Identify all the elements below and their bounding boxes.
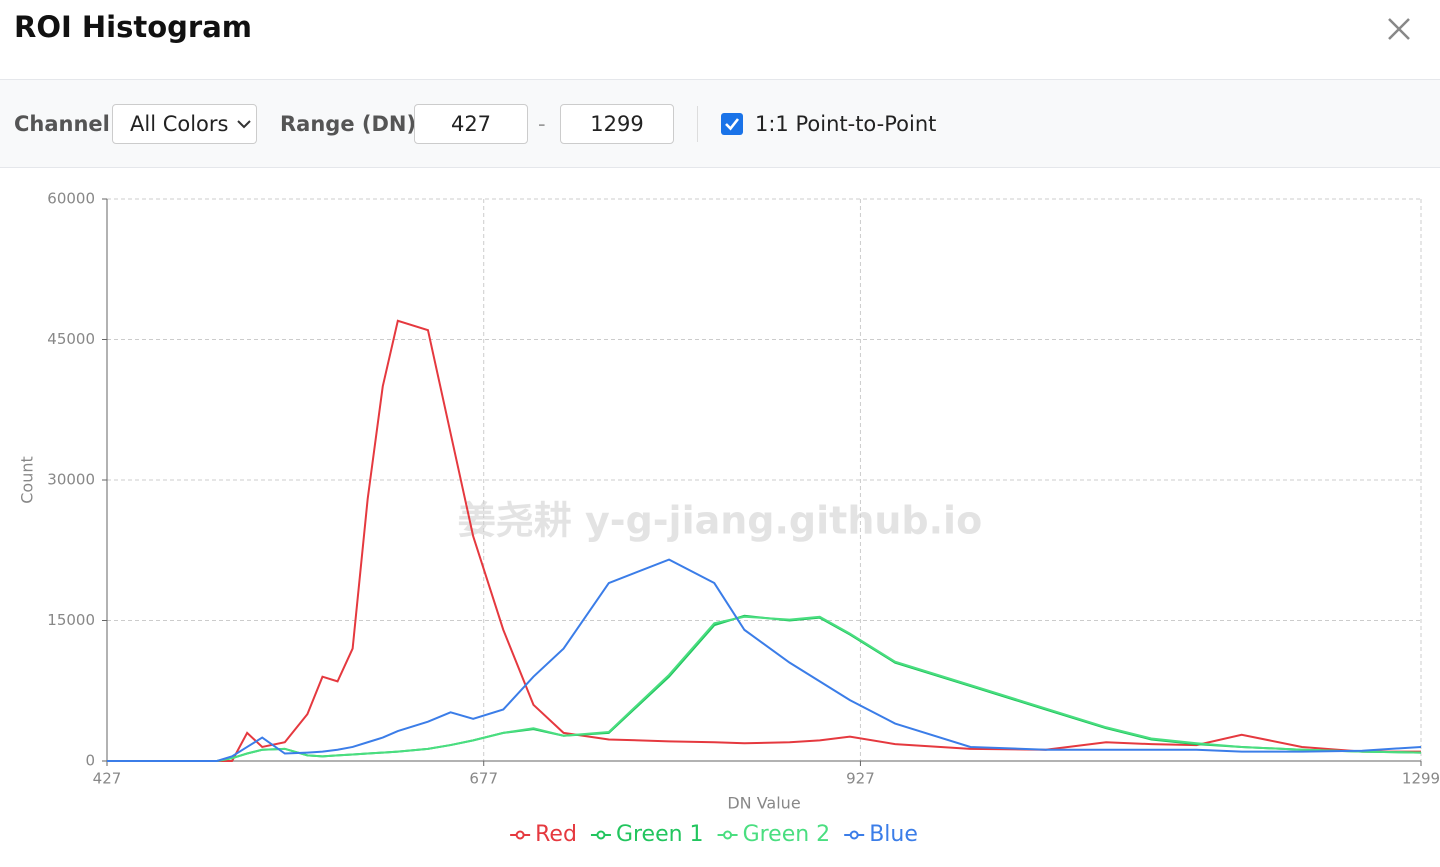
checkbox[interactable] [721,113,743,135]
y-tick-label: 45000 [47,330,95,348]
divider [697,106,698,142]
range-min: 427 [450,112,492,136]
x-axis-title: DN Value [727,794,800,813]
close-button[interactable] [1386,16,1412,42]
checkbox-label: 1:1 Point-to-Point [755,112,937,136]
channel-label: Channel: [14,112,119,136]
x-tick-label: 1299 [1402,770,1440,788]
legend-item: Green 1 [590,822,704,847]
channel-value: All Colors [130,112,229,136]
legend-item: Blue [844,822,918,847]
x-tick-label: 427 [93,770,122,788]
legend-marker [723,830,733,840]
range-min-input[interactable]: 427 [414,104,528,144]
series-line [107,615,1422,762]
x-tick-label: 927 [846,770,875,788]
watermark: 姜尧耕 y-g-jiang.github.io [458,499,982,543]
toolbar: Channel: All Colors Range (DN): 427 - 12… [0,80,1440,168]
range-max-input[interactable]: 1299 [560,104,674,144]
dialog-header: ROI Histogram [0,0,1440,80]
y-axis-title: Count [18,456,37,504]
chevron [237,120,251,129]
y-tick-label: 0 [85,752,95,770]
series-line [107,558,1422,762]
range-label: Range (DN): [280,112,425,136]
series-line [107,319,1421,762]
legend-marker [849,830,859,840]
legend-marker [596,830,606,840]
dialog-title: ROI Histogram [14,10,252,44]
range-separator: - [538,112,546,136]
y-tick-label: 15000 [47,611,95,629]
legend-label: Blue [869,822,918,847]
legend-item: Red [510,822,577,847]
chart: 姜尧耕 y-g-jiang.github.io 0 15000 30000 45000 6… [18,190,1440,848]
legend: Red Green 1 Green 2 Blue [510,822,918,847]
y-tick-label: 30000 [47,471,95,489]
x-tick-label: 677 [469,770,498,788]
legend-label: Red [535,822,577,847]
legend-label: Green 1 [616,822,704,847]
legend-marker [515,830,525,840]
legend-item: Green 2 [717,822,831,847]
y-tick-label: 60000 [47,190,95,208]
checkmark [725,118,740,131]
legend-label: Green 2 [743,822,831,847]
channel-select[interactable]: All Colors [112,104,257,144]
range-max: 1299 [590,112,644,136]
